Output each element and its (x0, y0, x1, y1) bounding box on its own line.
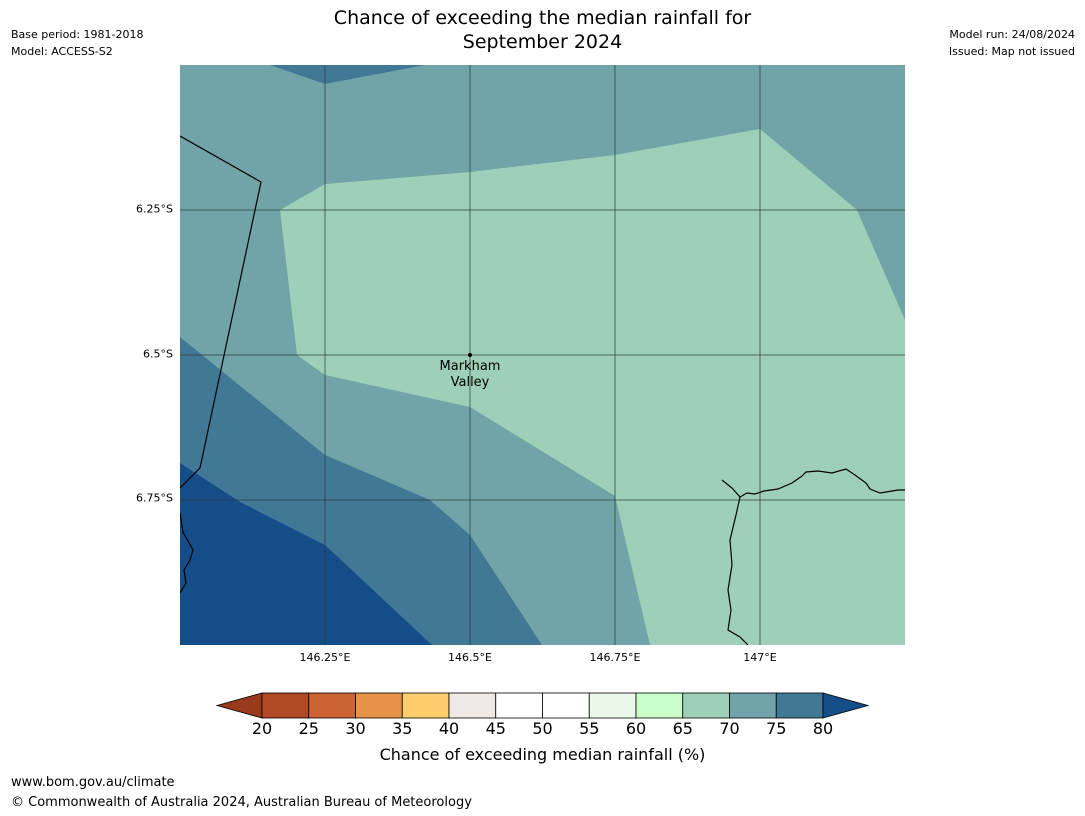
place-label-line-1: Markham (439, 359, 501, 374)
colorbar-tick-label: 60 (625, 719, 647, 738)
river-south-branch (727, 496, 749, 645)
colorbar-label: Chance of exceeding median rainfall (%) (379, 745, 706, 764)
metadata-right: Model run: 24/08/2024 Issued: Map not is… (949, 26, 1075, 60)
issued-text: Issued: Map not issued (948, 45, 1075, 58)
colorbar-segment (401, 692, 450, 719)
colorbar-over-arrow (822, 692, 870, 719)
base-period-text: Base period: 1981-2018 (11, 28, 144, 41)
river-line (721, 468, 905, 498)
band-75-80-top (270, 65, 425, 84)
place-label-line-2: Valley (450, 375, 490, 390)
title-line-1: Chance of exceeding the median rainfall … (333, 7, 752, 29)
colorbar-segment (775, 692, 824, 719)
province-border (180, 135, 262, 489)
lat-label-6-25: 6.25°S (136, 202, 173, 216)
metadata-left: Base period: 1981-2018 Model: ACCESS-S2 (11, 26, 143, 60)
place-label-markham-valley: Markham Valley (420, 359, 520, 391)
colorbar (215, 692, 870, 719)
colorbar-segment (588, 692, 637, 719)
colorbar-segment (448, 692, 497, 719)
footer-url: www.bom.gov.au/climate (11, 775, 175, 790)
footer: www.bom.gov.au/climate © Commonwealth of… (11, 773, 472, 813)
markham-valley-marker (468, 353, 472, 357)
colorbar-under-arrow (215, 692, 263, 719)
west-coastline (180, 512, 194, 594)
lat-label-6-5: 6.5°S (143, 347, 173, 361)
colorbar-tick-label: 35 (392, 719, 413, 738)
colorbar-tick-label: 65 (672, 719, 693, 738)
lon-label-146-25: 146.25°E (299, 651, 351, 664)
colorbar-tick-label: 55 (579, 719, 600, 738)
colorbar-tick-label: 40 (438, 719, 460, 738)
lon-label-147: 147°E (743, 651, 777, 664)
model-text: Model: ACCESS-S2 (11, 45, 113, 58)
lon-label-146-5: 146.5°E (448, 651, 492, 664)
map-title: Chance of exceeding the median rainfall … (0, 6, 1085, 54)
footer-copyright: © Commonwealth of Australia 2024, Austra… (11, 795, 472, 810)
lat-label-6-75: 6.75°S (136, 491, 173, 505)
title-line-2: September 2024 (462, 31, 623, 53)
colorbar-segment (355, 692, 403, 719)
model-run-text: Model run: 24/08/2024 (949, 28, 1075, 41)
colorbar-tick-label: 50 (532, 719, 553, 738)
colorbar-segment (682, 692, 730, 719)
colorbar-tick-label: 30 (345, 719, 366, 738)
borders-coastline (180, 135, 905, 645)
band-80-plus (180, 463, 432, 645)
colorbar-segment (635, 692, 684, 719)
colorbar-segment (261, 692, 310, 719)
colorbar-segment (495, 692, 543, 719)
colorbar-segment (542, 692, 590, 719)
band-65-70 (280, 129, 905, 645)
colorbar-tick-label: 45 (485, 719, 506, 738)
colorbar-tick-label: 25 (298, 719, 319, 738)
rainfall-map (180, 65, 905, 645)
lon-label-146-75: 146.75°E (589, 651, 641, 664)
colorbar-tick-label: 70 (719, 719, 740, 738)
colorbar-tick-label: 20 (251, 719, 273, 738)
colorbar-tick-label: 80 (812, 719, 834, 738)
colorbar-segment (729, 692, 777, 719)
colorbar-segment (308, 692, 356, 719)
colorbar-tick-label: 75 (766, 719, 787, 738)
